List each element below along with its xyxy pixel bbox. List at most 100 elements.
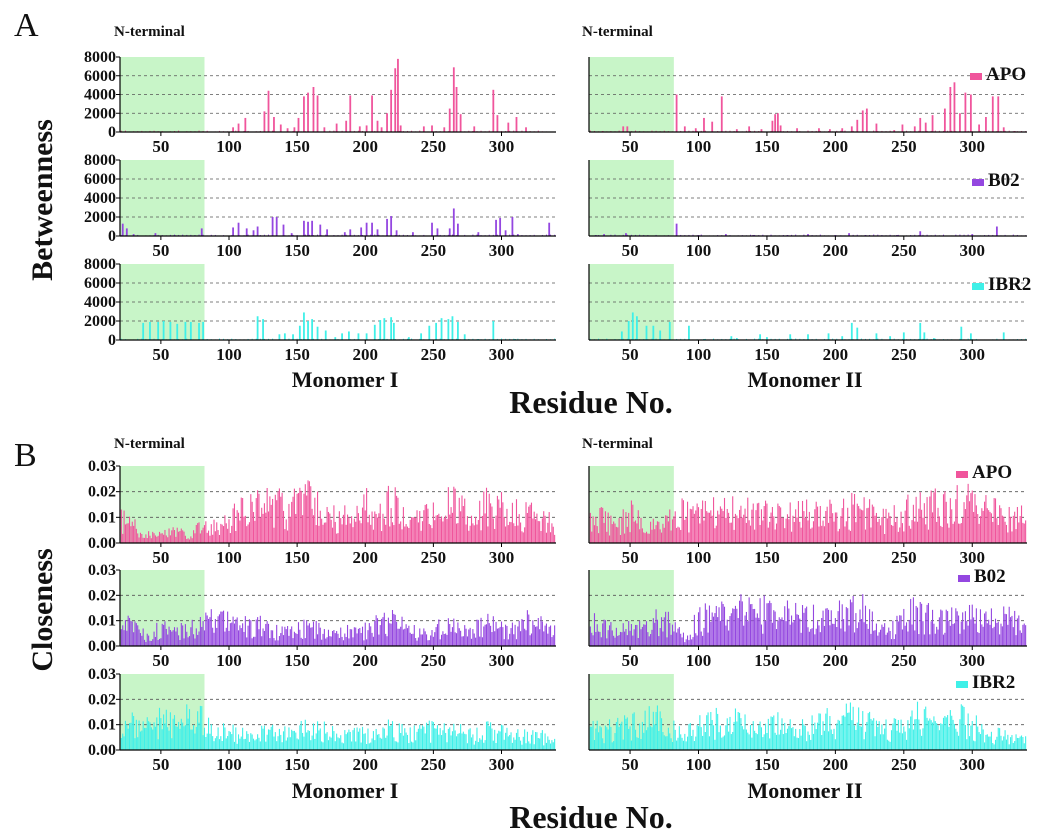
bar [621, 632, 623, 646]
bar [398, 523, 400, 543]
bar [232, 724, 234, 750]
bar [858, 622, 860, 646]
bar [505, 526, 507, 543]
bar [173, 627, 176, 646]
bar [484, 740, 486, 750]
bar [495, 219, 497, 236]
bar [862, 711, 864, 750]
bar [236, 617, 238, 646]
bar [148, 721, 150, 750]
bar [327, 740, 330, 750]
bar [280, 734, 282, 750]
bar [926, 497, 928, 543]
bar [737, 618, 739, 646]
bar [856, 722, 858, 750]
bar [537, 738, 539, 750]
bar [548, 739, 550, 750]
bar [723, 497, 726, 543]
bar [663, 735, 665, 750]
bar [744, 714, 746, 750]
bar [962, 705, 964, 750]
bar [120, 629, 122, 646]
bar [277, 736, 279, 750]
bar [949, 710, 951, 750]
bar [261, 636, 263, 646]
bar [949, 87, 952, 132]
bar [139, 532, 141, 543]
bar [371, 738, 373, 750]
bar [336, 533, 338, 543]
bar [941, 527, 943, 543]
bar [315, 525, 317, 543]
nterm-label-b-left: N-terminal [114, 436, 185, 452]
bar [152, 531, 154, 543]
bar [771, 506, 773, 543]
bar [936, 626, 938, 646]
bar [947, 611, 949, 646]
bar [856, 119, 859, 132]
bar [547, 736, 549, 750]
bar [364, 622, 366, 646]
y-tick-label: 0.00 [88, 742, 116, 759]
bar [229, 731, 231, 750]
bar [459, 114, 462, 132]
bar [931, 115, 934, 132]
panel-b-monomer-i-label: Monomer I [292, 778, 399, 803]
bar [535, 626, 537, 646]
bar [130, 722, 132, 750]
bar [960, 704, 962, 750]
bar [138, 537, 140, 543]
bar [774, 114, 777, 132]
bar [381, 618, 383, 646]
bar [397, 497, 399, 543]
bar [458, 733, 460, 750]
bar [682, 740, 684, 750]
bar [951, 715, 953, 750]
bar [282, 510, 285, 543]
bar [461, 495, 463, 543]
bar [673, 516, 675, 543]
bar [187, 538, 189, 543]
bar [598, 732, 600, 750]
bar [446, 519, 448, 543]
bar [237, 222, 240, 236]
bar [963, 629, 965, 646]
bar [884, 728, 886, 750]
bar [659, 529, 661, 543]
bar [213, 632, 215, 646]
bar [496, 628, 498, 646]
bar [454, 632, 456, 646]
bar [871, 504, 873, 543]
bar [821, 525, 823, 543]
bar [869, 609, 871, 646]
bar [849, 599, 851, 646]
bar [141, 533, 143, 543]
bar [624, 715, 626, 750]
bar [292, 496, 294, 543]
bar [167, 537, 169, 543]
bar [341, 333, 343, 340]
bar [728, 731, 730, 750]
y-tick-label: 8000 [84, 152, 116, 169]
bar [302, 638, 304, 646]
bar [327, 629, 330, 646]
bar [419, 511, 421, 543]
bar [997, 621, 999, 646]
bar [383, 318, 386, 340]
bar [161, 623, 163, 646]
bar [449, 727, 451, 750]
bar [524, 628, 526, 646]
bar [266, 734, 268, 750]
bar [194, 533, 196, 543]
bar [899, 527, 901, 543]
x-tick-label: 250 [891, 548, 917, 567]
bar [413, 517, 415, 543]
bar [412, 742, 414, 750]
bar [984, 613, 986, 646]
bar [133, 715, 135, 750]
bar [370, 742, 372, 750]
bar [766, 337, 768, 340]
x-tick-label: 100 [216, 345, 242, 364]
bar [311, 220, 314, 236]
